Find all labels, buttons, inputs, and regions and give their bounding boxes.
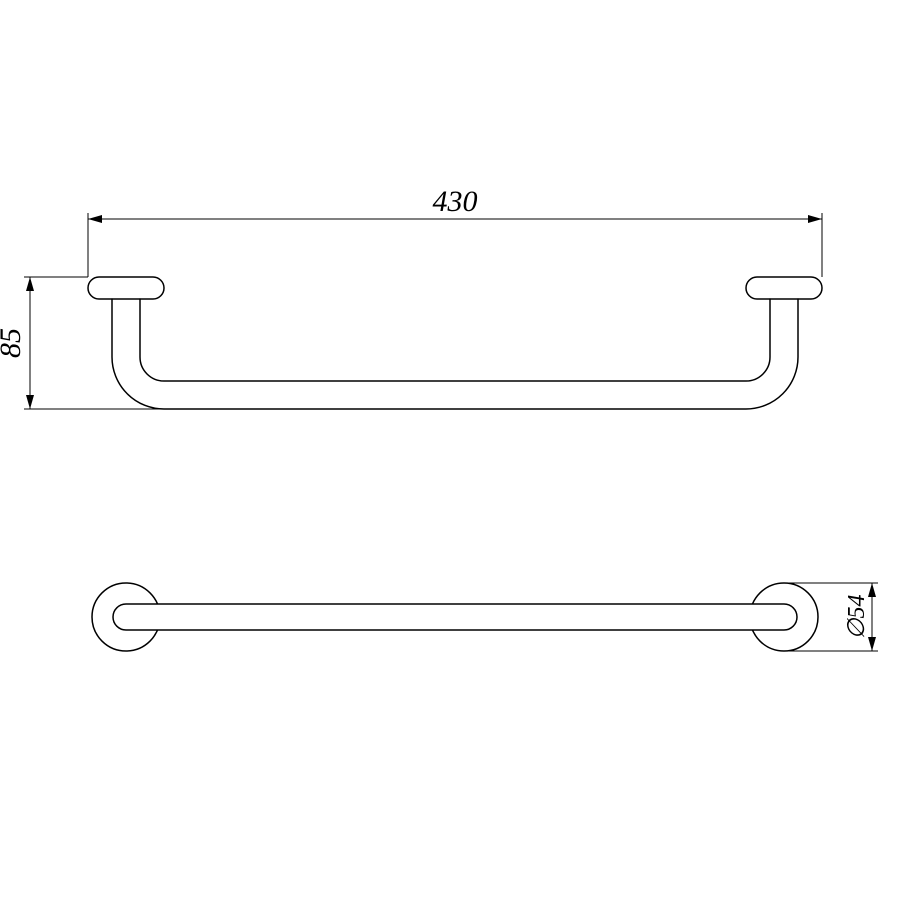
- dim-diameter-label: ∅54: [844, 595, 870, 640]
- dim-height-label: 85: [0, 328, 27, 358]
- dim-width-label: 430: [433, 185, 478, 218]
